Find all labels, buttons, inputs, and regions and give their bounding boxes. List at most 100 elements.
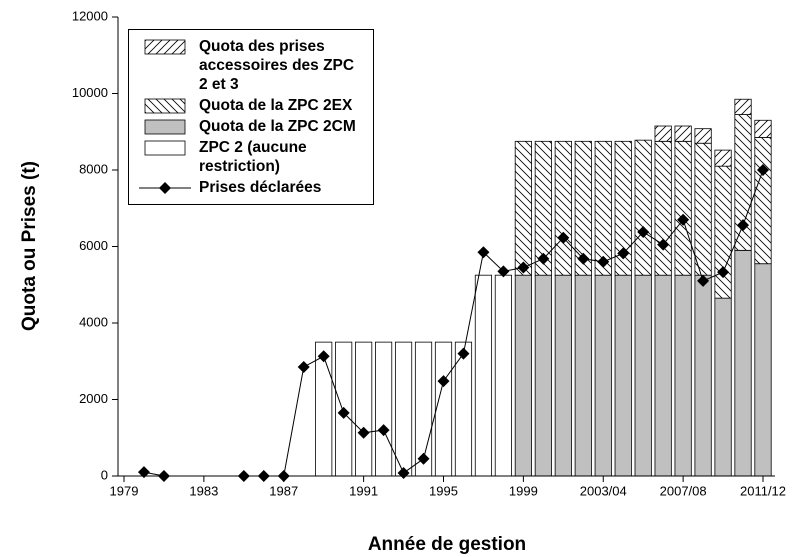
bar-segment bbox=[574, 140, 592, 276]
line-marker bbox=[137, 466, 150, 479]
legend-box bbox=[144, 119, 186, 135]
bar-segment bbox=[554, 274, 572, 477]
line-marker bbox=[577, 252, 590, 265]
bar-segment bbox=[654, 274, 672, 477]
line-marker bbox=[637, 225, 650, 238]
bar-segment bbox=[594, 274, 612, 477]
line-marker bbox=[477, 246, 490, 259]
line-marker bbox=[697, 274, 710, 287]
legend-box bbox=[144, 39, 186, 55]
bar-segment bbox=[494, 274, 512, 477]
line-marker bbox=[717, 266, 730, 279]
line-marker bbox=[657, 238, 670, 251]
line-marker bbox=[597, 255, 610, 268]
legend-swatch bbox=[144, 98, 186, 114]
line-marker bbox=[677, 213, 690, 226]
y-tick-label: 12000 bbox=[72, 8, 108, 23]
bar-segment bbox=[534, 140, 552, 276]
bar-segment bbox=[674, 274, 692, 477]
legend-marker bbox=[159, 182, 171, 194]
legend-item: Quota des prises accessoires des ZPC 2 e… bbox=[129, 36, 373, 95]
x-tick-label: 2011/12 bbox=[740, 483, 786, 498]
x-tick-label: 1999 bbox=[509, 483, 538, 498]
y-axis-title: Quota ou Prises (t) bbox=[19, 161, 40, 331]
x-axis-title: Année de gestion bbox=[368, 534, 526, 555]
line-marker bbox=[537, 252, 550, 265]
line-marker bbox=[377, 424, 390, 437]
bar-segment bbox=[734, 249, 752, 477]
bar-segment bbox=[375, 341, 393, 477]
line-marker bbox=[497, 265, 510, 278]
line-marker bbox=[337, 406, 350, 419]
legend-swatch bbox=[139, 182, 191, 194]
bar-segment bbox=[674, 140, 692, 276]
bar-segment bbox=[754, 263, 772, 477]
x-tick-label: 1991 bbox=[349, 483, 378, 498]
line-marker bbox=[457, 347, 470, 360]
bar-segment bbox=[694, 142, 712, 276]
y-tick-label: 2000 bbox=[79, 391, 108, 406]
legend-label: ZPC 2 (aucune restriction) bbox=[199, 139, 307, 175]
bar-segment bbox=[614, 274, 632, 477]
line-marker bbox=[757, 164, 769, 176]
y-tick-label: 0 bbox=[101, 467, 108, 482]
line-marker bbox=[417, 452, 430, 465]
line-marker bbox=[357, 426, 370, 439]
bar-segment bbox=[634, 139, 652, 276]
legend-swatch bbox=[144, 39, 186, 55]
line-marker bbox=[517, 261, 530, 274]
x-tick-label: 1987 bbox=[269, 483, 298, 498]
line-marker bbox=[437, 375, 450, 388]
legend-label: Quota de la ZPC 2EX bbox=[199, 97, 353, 114]
bar-segment bbox=[434, 341, 453, 477]
bar-segment bbox=[694, 128, 712, 144]
legend-label: Prises déclarées bbox=[199, 179, 322, 196]
x-tick-label: 2003/04 bbox=[580, 483, 627, 498]
line-marker bbox=[297, 360, 310, 373]
x-tick-label: 1995 bbox=[429, 483, 458, 498]
legend-item: Quota de la ZPC 2EX bbox=[129, 95, 373, 116]
bar-segment bbox=[694, 274, 712, 477]
legend-label: Quota des prises accessoires des ZPC 2 e… bbox=[199, 38, 355, 93]
x-tick-label: 2007/08 bbox=[660, 483, 707, 498]
bar-segment bbox=[654, 140, 672, 276]
y-tick-label: 8000 bbox=[79, 161, 108, 176]
line-marker bbox=[557, 231, 570, 244]
bar-segment bbox=[754, 137, 772, 265]
legend-swatch bbox=[144, 140, 186, 156]
bar-segment bbox=[474, 274, 493, 477]
y-tick-label: 6000 bbox=[79, 238, 108, 253]
line-marker bbox=[317, 350, 330, 363]
bar-segment bbox=[534, 274, 552, 477]
bar-segment bbox=[714, 149, 732, 167]
bar-segment bbox=[514, 140, 532, 276]
legend-box bbox=[144, 98, 186, 114]
y-tick-label: 10000 bbox=[72, 85, 108, 100]
bar-segment bbox=[714, 165, 732, 299]
y-tick-label: 4000 bbox=[79, 314, 108, 329]
legend-swatch bbox=[144, 119, 186, 135]
bar-segment bbox=[734, 98, 752, 115]
bar-segment bbox=[654, 125, 672, 142]
x-tick-label: 1979 bbox=[110, 483, 139, 498]
x-tick-label: 1983 bbox=[189, 483, 218, 498]
legend-label: Quota de la ZPC 2CM bbox=[199, 118, 356, 135]
bar-segment bbox=[554, 140, 572, 276]
bar-segment bbox=[674, 125, 692, 142]
legend-item: Prises déclarées bbox=[129, 177, 373, 198]
bar-segment bbox=[594, 140, 612, 276]
line-marker bbox=[737, 219, 750, 232]
bar-segment bbox=[355, 341, 373, 477]
bar-segment bbox=[614, 140, 632, 276]
bar-segment bbox=[574, 274, 592, 477]
legend-box bbox=[144, 140, 186, 156]
legend-item: Quota de la ZPC 2CM bbox=[129, 116, 373, 137]
bar-segment bbox=[754, 119, 772, 138]
bar-segment bbox=[514, 274, 532, 477]
bar-segment bbox=[634, 274, 652, 477]
legend: Quota des prises accessoires des ZPC 2 e… bbox=[128, 29, 374, 205]
bar-segment bbox=[394, 341, 413, 477]
bar-segment bbox=[714, 297, 732, 477]
